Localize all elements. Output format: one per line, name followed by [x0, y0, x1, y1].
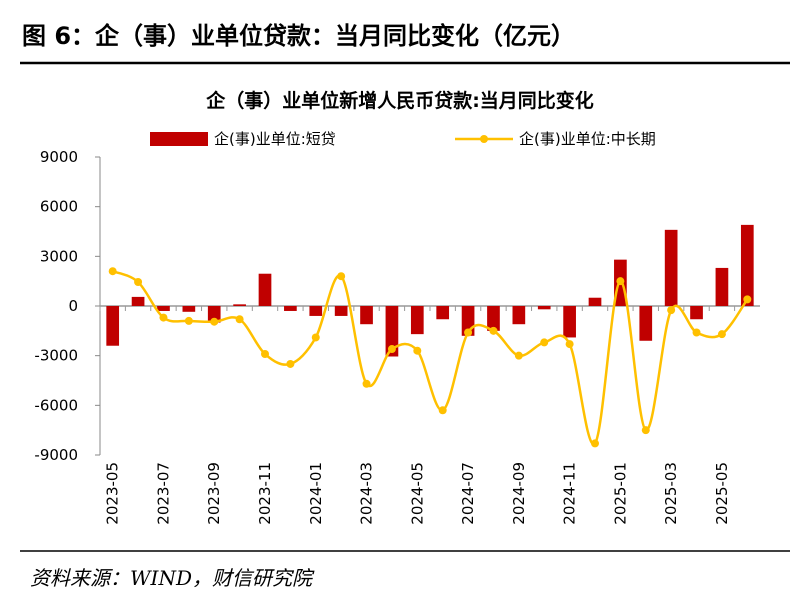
line-point [134, 277, 143, 286]
line-point [743, 295, 752, 304]
line-point [692, 328, 701, 337]
x-tick-label: 2024-07 [459, 462, 477, 525]
x-tick-label: 2025-05 [713, 462, 731, 525]
line-point [362, 379, 371, 388]
line [112, 270, 749, 446]
bar [715, 267, 729, 306]
y-tick-label: -3000 [34, 347, 78, 365]
line-point [311, 333, 320, 342]
line-point [108, 267, 117, 276]
line-point [337, 272, 346, 281]
bar [664, 229, 678, 306]
legend-label: 企(事)业单位:短贷 [214, 130, 336, 148]
x-tick-label: 2024-11 [561, 462, 579, 525]
line-point [514, 351, 523, 360]
bar [639, 306, 653, 341]
y-tick-label: 6000 [40, 198, 78, 216]
bar [258, 273, 272, 306]
line-point [667, 306, 676, 315]
line-point [591, 439, 599, 448]
x-tick-label: 2023-07 [154, 462, 172, 525]
bar [563, 306, 576, 338]
bar [512, 306, 526, 325]
bar [436, 306, 450, 320]
line-point [413, 346, 422, 355]
line-point [261, 350, 269, 359]
chart-title: 企（事）业单位新增人民币贷款:当月同比变化 [205, 89, 594, 112]
y-tick-label: -6000 [34, 396, 78, 414]
bar [690, 306, 703, 320]
x-tick-label: 2024-05 [408, 462, 426, 525]
x-tick-label: 2023-05 [104, 462, 122, 525]
x-tick-label: 2024-03 [358, 462, 376, 525]
bar [207, 306, 221, 323]
bar [334, 306, 348, 316]
line-point [641, 426, 650, 435]
y-tick-label: 3000 [40, 247, 78, 265]
x-tick-label: 2024-09 [510, 462, 528, 525]
bar [131, 296, 145, 306]
line-point [235, 315, 244, 324]
line-point [387, 345, 396, 354]
bar [284, 306, 297, 311]
line-point [210, 317, 219, 326]
bar [182, 306, 196, 312]
line-point [616, 277, 625, 286]
line-point [464, 328, 473, 337]
bar [537, 306, 551, 310]
y-tick-label: -9000 [34, 446, 78, 464]
bar [487, 306, 500, 331]
legend-swatch [150, 132, 208, 146]
y-tick-label: 9000 [40, 148, 78, 166]
line-point [438, 406, 447, 415]
x-tick-label: 2023-09 [205, 462, 223, 525]
bar [233, 304, 246, 306]
line-point [286, 359, 295, 368]
line-point [565, 340, 574, 349]
source: 资料来源：WIND，财信研究院 [30, 566, 315, 590]
line-point [489, 326, 498, 335]
x-tick-label: 2024-01 [307, 462, 325, 525]
bar [740, 224, 754, 306]
y-tick-label: 0 [68, 297, 78, 315]
line-point [159, 313, 168, 322]
figure-title: 图 6：企（事）业单位贷款：当月同比变化（亿元） [22, 22, 575, 50]
bar [410, 306, 424, 335]
line-point [717, 330, 726, 339]
legend-label: 企(事)业单位:中长期 [519, 130, 656, 148]
x-tick-label: 2023-11 [256, 462, 274, 525]
x-tick-label: 2025-03 [662, 462, 680, 525]
bar [309, 306, 323, 316]
legend-swatch [480, 135, 488, 143]
line-point [184, 316, 193, 325]
bar [385, 306, 399, 357]
bar [360, 306, 373, 325]
line-point [540, 338, 549, 347]
bar [157, 306, 170, 311]
bar [588, 297, 602, 306]
bar [106, 306, 120, 346]
x-tick-label: 2025-01 [611, 462, 629, 525]
